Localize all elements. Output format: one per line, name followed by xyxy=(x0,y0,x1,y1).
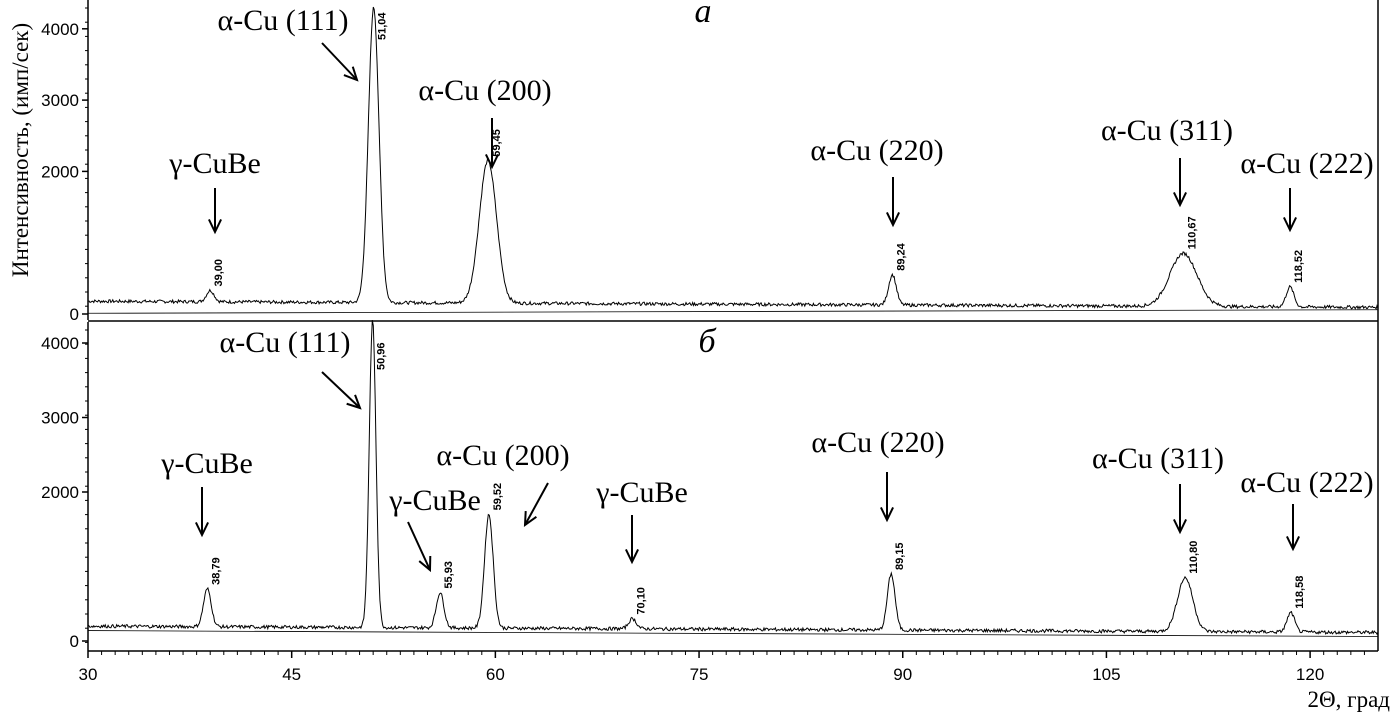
annotation-arrow xyxy=(1286,504,1300,552)
peak-value-labels: 39,00 51,04 59,45 89,24 110,67 118,52 38,79 50,… xyxy=(210,12,1305,615)
baseline xyxy=(87,630,1379,637)
x-tick-label: 45 xyxy=(282,665,301,684)
diffraction-curve xyxy=(87,320,1379,636)
y-tick-label: 2000 xyxy=(41,483,79,502)
peak-value-label: 70,10 xyxy=(636,587,648,615)
peak-value-label: 39,00 xyxy=(213,259,225,287)
peak-value-label: 118,58 xyxy=(1294,576,1306,609)
annotation-arrow xyxy=(1173,484,1187,535)
curves xyxy=(87,6,1379,637)
y-tick-label: 3000 xyxy=(41,409,79,428)
phase-label: γ-CuBe xyxy=(160,447,253,480)
phase-label: γ-CuBe xyxy=(595,476,688,509)
phase-label: α-Cu (220) xyxy=(810,134,943,167)
y-tick-label: 2000 xyxy=(41,162,79,181)
y-axis-title: Интенсивность, (имп/сек) xyxy=(8,23,33,277)
annotation-arrow xyxy=(523,482,549,528)
annotation-arrow xyxy=(195,487,209,538)
phase-label: α-Cu (200) xyxy=(436,439,569,472)
x-tick-label: 90 xyxy=(893,665,912,684)
axes xyxy=(87,0,1379,652)
peak-value-label: 38,79 xyxy=(210,557,222,585)
annotation-arrow xyxy=(321,42,359,82)
phase-label: α-Cu (111) xyxy=(220,326,351,359)
phase-label: γ-CuBe xyxy=(168,147,261,180)
peak-value-label: 59,45 xyxy=(491,129,503,157)
phase-label: α-Cu (311) xyxy=(1101,114,1233,147)
peak-value-label: 55,93 xyxy=(443,561,455,589)
phase-label: α-Cu (111) xyxy=(218,4,349,37)
phase-label: γ-CuBe xyxy=(388,484,481,517)
annotation-arrow xyxy=(1283,188,1297,233)
annotation-arrow xyxy=(1173,158,1187,208)
panel-label-b: б xyxy=(698,323,717,360)
phase-label: α-Cu (222) xyxy=(1240,147,1373,180)
phase-label: α-Cu (222) xyxy=(1240,466,1373,499)
phase-label: α-Cu (200) xyxy=(418,74,551,107)
phase-label: α-Cu (311) xyxy=(1092,442,1224,475)
annotation-arrow xyxy=(625,515,639,565)
annotation-arrow xyxy=(886,177,900,228)
peak-value-label: 89,24 xyxy=(895,242,907,270)
y-tick-label: 3000 xyxy=(41,91,79,110)
annotation-arrow xyxy=(321,371,362,410)
y-tick-label: 0 xyxy=(70,632,79,651)
x-tick-label: 75 xyxy=(690,665,709,684)
peak-value-label: 110,80 xyxy=(1188,541,1200,574)
annotation-arrow xyxy=(208,188,222,235)
x-tick-label: 120 xyxy=(1296,665,1324,684)
baseline xyxy=(87,309,1379,314)
peak-value-label: 89,15 xyxy=(894,542,906,570)
annotation-arrow xyxy=(485,118,499,170)
diffraction-curve xyxy=(88,6,1379,310)
peak-value-label: 59,52 xyxy=(492,483,504,511)
x-ticks: 30 45 60 75 90 105 120 xyxy=(79,651,1365,684)
panel-label-a: а xyxy=(695,0,712,30)
peak-value-label: 50,96 xyxy=(376,342,388,370)
annotation-arrow xyxy=(407,521,432,573)
y-ticks: 0 2000 3000 4000 0 2000 3000 4000 xyxy=(41,20,88,651)
annotation-arrow xyxy=(880,472,894,523)
x-axis-title: 2Θ, град xyxy=(1308,687,1391,712)
peak-value-label: 118,52 xyxy=(1293,250,1305,283)
y-tick-label: 0 xyxy=(70,305,79,324)
minor-ticks xyxy=(85,7,88,643)
peak-value-label: 110,67 xyxy=(1186,216,1198,249)
phase-annotations: γ-CuBe α-Cu (111) α-Cu (200) α-Cu (220) α-Cu… xyxy=(160,4,1374,573)
x-tick-label: 60 xyxy=(486,665,505,684)
phase-label: α-Cu (220) xyxy=(811,426,944,459)
y-tick-label: 4000 xyxy=(41,334,79,353)
peak-value-label: 51,04 xyxy=(377,12,389,40)
y-tick-label: 4000 xyxy=(41,20,79,39)
x-tick-label: 30 xyxy=(79,665,98,684)
x-tick-label: 105 xyxy=(1092,665,1120,684)
